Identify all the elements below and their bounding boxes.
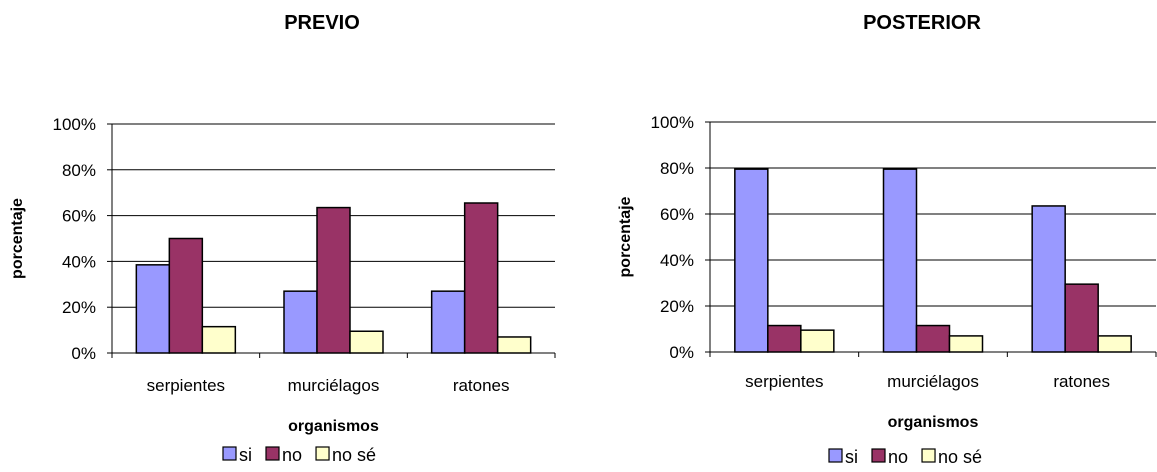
legend: si no no sé bbox=[828, 447, 982, 467]
chart-0: PREVIO 0% 20% 40% 60% 80% 100% serpientes murcié… bbox=[9, 12, 556, 465]
x-tick-label: murciélagos bbox=[887, 372, 979, 391]
legend-label: no sé bbox=[332, 445, 376, 465]
y-axis-title: porcentaje bbox=[9, 198, 26, 279]
y-tick-label: 40% bbox=[660, 251, 694, 270]
y-tick-label: 100% bbox=[651, 113, 694, 132]
legend-swatch bbox=[871, 448, 886, 463]
bar bbox=[463, 202, 499, 354]
legend-swatch bbox=[828, 448, 843, 463]
y-tick-label: 80% bbox=[62, 161, 96, 180]
legend: si no no sé bbox=[222, 445, 376, 465]
bar bbox=[1097, 335, 1132, 353]
legend-swatch bbox=[315, 446, 330, 461]
bar bbox=[135, 264, 171, 354]
y-tick-label: 40% bbox=[62, 252, 96, 271]
y-tick-label: 0% bbox=[71, 344, 96, 363]
bar bbox=[168, 237, 204, 354]
legend-swatch bbox=[222, 446, 237, 461]
bar bbox=[915, 324, 951, 353]
bar bbox=[734, 168, 769, 353]
legend-label: no bbox=[888, 447, 908, 467]
x-tick-label: serpientes bbox=[147, 376, 225, 395]
bar bbox=[349, 330, 384, 354]
y-tick-label: 20% bbox=[62, 298, 96, 317]
bar bbox=[882, 168, 918, 353]
bar bbox=[201, 325, 237, 354]
bar bbox=[496, 336, 532, 354]
x-axis-title: organismos bbox=[288, 418, 379, 435]
y-axis-title: porcentaje bbox=[617, 196, 634, 277]
legend-swatch bbox=[921, 448, 936, 463]
bar bbox=[316, 206, 351, 354]
bar bbox=[283, 290, 318, 354]
y-tick-label: 80% bbox=[660, 159, 694, 178]
x-tick-label: serpientes bbox=[745, 372, 823, 391]
legend-label: no sé bbox=[938, 447, 982, 467]
y-tick-label: 20% bbox=[660, 297, 694, 316]
y-tick-label: 60% bbox=[62, 207, 96, 226]
legend-label: si bbox=[845, 447, 858, 467]
x-tick-label: murciélagos bbox=[288, 376, 380, 395]
bar bbox=[800, 329, 835, 353]
y-tick-label: 60% bbox=[660, 205, 694, 224]
y-tick-label: 100% bbox=[53, 115, 96, 134]
legend-label: si bbox=[239, 445, 252, 465]
bar bbox=[430, 290, 466, 354]
legend-swatch bbox=[265, 446, 280, 461]
x-tick-label: ratones bbox=[1053, 372, 1110, 391]
bar bbox=[948, 335, 984, 353]
bar bbox=[1031, 205, 1066, 353]
x-axis-title: organismos bbox=[888, 414, 979, 431]
y-tick-label: 0% bbox=[669, 343, 694, 362]
bar bbox=[1064, 283, 1099, 353]
bar bbox=[767, 324, 802, 353]
chart-1: POSTERIOR 0% 20% 40% 60% 80% 100% serpientes mur… bbox=[617, 12, 1157, 467]
legend-label: no bbox=[282, 445, 302, 465]
chart-title: POSTERIOR bbox=[863, 12, 981, 34]
x-tick-label: ratones bbox=[453, 376, 510, 395]
chart-title: PREVIO bbox=[284, 12, 360, 34]
